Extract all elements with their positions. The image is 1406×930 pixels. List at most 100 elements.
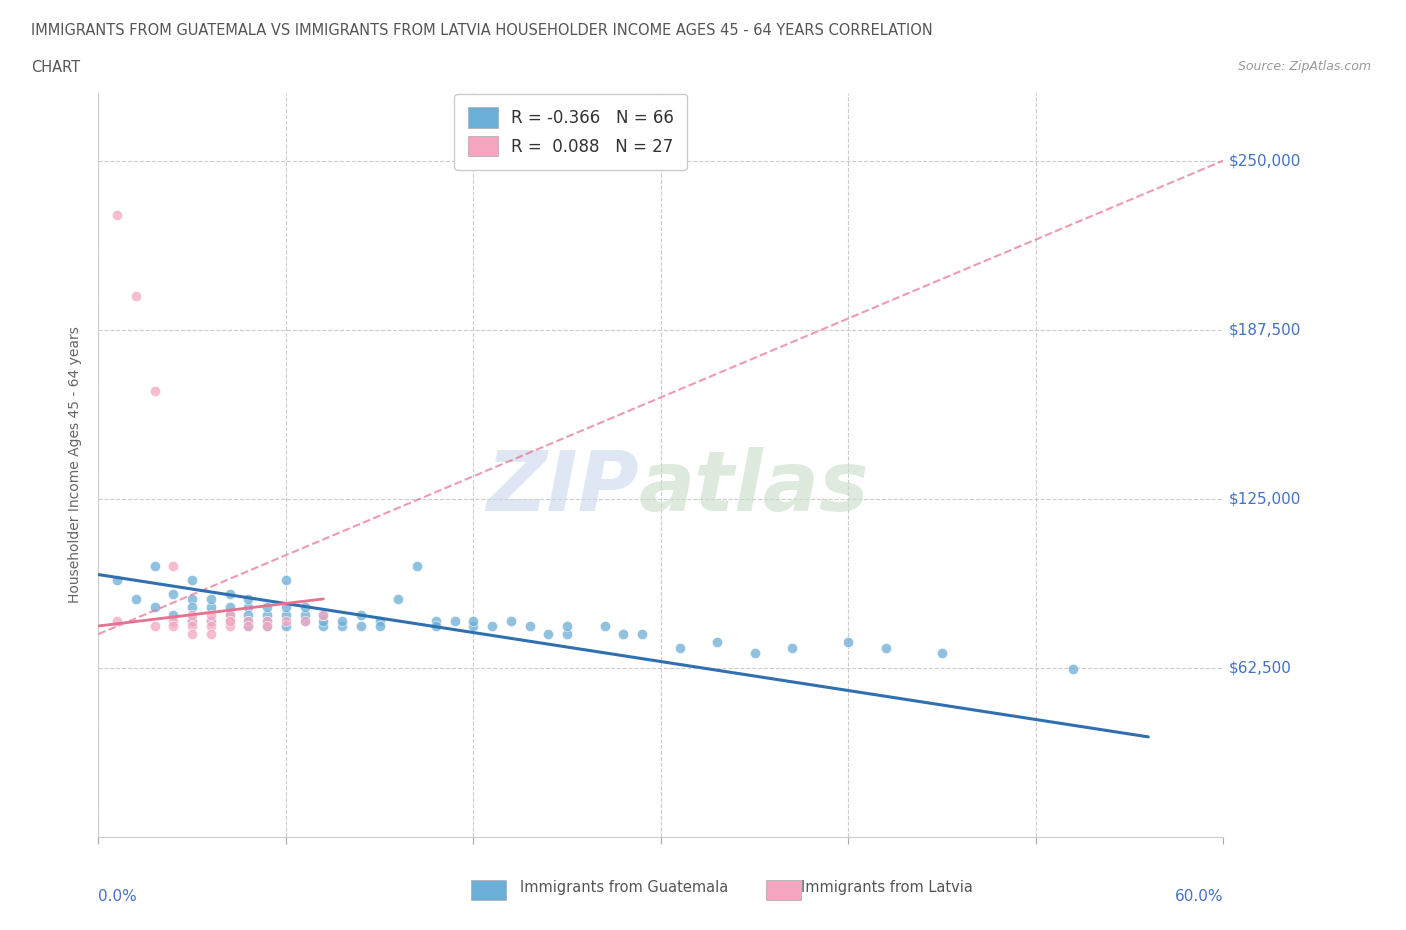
Point bbox=[162, 586, 184, 601]
Point bbox=[387, 591, 409, 606]
Point bbox=[143, 618, 166, 633]
Point bbox=[181, 613, 204, 628]
Point bbox=[425, 618, 447, 633]
Text: IMMIGRANTS FROM GUATEMALA VS IMMIGRANTS FROM LATVIA HOUSEHOLDER INCOME AGES 45 -: IMMIGRANTS FROM GUATEMALA VS IMMIGRANTS … bbox=[31, 23, 932, 38]
Point bbox=[200, 607, 222, 622]
Point bbox=[218, 613, 240, 628]
Point bbox=[181, 613, 204, 628]
Point bbox=[668, 640, 690, 655]
Point bbox=[519, 618, 541, 633]
Point bbox=[1062, 662, 1084, 677]
Point bbox=[238, 607, 260, 622]
Text: Source: ZipAtlas.com: Source: ZipAtlas.com bbox=[1237, 60, 1371, 73]
Point bbox=[481, 618, 503, 633]
Point bbox=[105, 207, 128, 222]
Point bbox=[181, 591, 204, 606]
Point bbox=[555, 627, 578, 642]
Point bbox=[143, 559, 166, 574]
Text: $125,000: $125,000 bbox=[1229, 491, 1301, 506]
Point bbox=[294, 613, 316, 628]
Point bbox=[294, 600, 316, 615]
Point bbox=[200, 591, 222, 606]
Point bbox=[181, 618, 204, 633]
Legend: R = -0.366   N = 66, R =  0.088   N = 27: R = -0.366 N = 66, R = 0.088 N = 27 bbox=[454, 94, 688, 169]
Point bbox=[274, 613, 297, 628]
Text: $62,500: $62,500 bbox=[1229, 660, 1292, 675]
Point bbox=[143, 600, 166, 615]
Point bbox=[181, 607, 204, 622]
Point bbox=[631, 627, 654, 642]
Point bbox=[931, 645, 953, 660]
Point bbox=[780, 640, 803, 655]
Text: Immigrants from Latvia: Immigrants from Latvia bbox=[801, 880, 973, 895]
Text: 0.0%: 0.0% bbox=[98, 889, 138, 904]
Point bbox=[181, 627, 204, 642]
Point bbox=[162, 607, 184, 622]
Point bbox=[463, 618, 485, 633]
Point bbox=[256, 600, 278, 615]
Point bbox=[463, 613, 485, 628]
Point bbox=[256, 618, 278, 633]
Point bbox=[593, 618, 616, 633]
Point bbox=[312, 613, 335, 628]
Point bbox=[238, 613, 260, 628]
Text: Immigrants from Guatemala: Immigrants from Guatemala bbox=[520, 880, 728, 895]
Point bbox=[218, 586, 240, 601]
Point bbox=[350, 607, 373, 622]
Point bbox=[294, 607, 316, 622]
Point bbox=[406, 559, 429, 574]
Text: $250,000: $250,000 bbox=[1229, 153, 1301, 168]
Point bbox=[218, 613, 240, 628]
Point bbox=[256, 618, 278, 633]
Point bbox=[256, 607, 278, 622]
Point bbox=[181, 600, 204, 615]
Point bbox=[218, 607, 240, 622]
Point bbox=[368, 618, 391, 633]
Point bbox=[200, 618, 222, 633]
Point bbox=[181, 573, 204, 588]
Point bbox=[238, 600, 260, 615]
Point bbox=[837, 635, 859, 650]
Point bbox=[218, 618, 240, 633]
Point bbox=[274, 600, 297, 615]
Point bbox=[274, 573, 297, 588]
Point bbox=[312, 607, 335, 622]
Point bbox=[312, 607, 335, 622]
Point bbox=[368, 613, 391, 628]
Point bbox=[875, 640, 897, 655]
Point bbox=[330, 613, 353, 628]
Y-axis label: Householder Income Ages 45 - 64 years: Householder Income Ages 45 - 64 years bbox=[69, 326, 83, 604]
Point bbox=[125, 591, 148, 606]
Point bbox=[218, 600, 240, 615]
Point bbox=[218, 613, 240, 628]
Point bbox=[274, 618, 297, 633]
Point bbox=[162, 613, 184, 628]
Point bbox=[125, 288, 148, 303]
Point bbox=[200, 627, 222, 642]
Point bbox=[312, 618, 335, 633]
Point bbox=[443, 613, 465, 628]
Point bbox=[162, 559, 184, 574]
Point bbox=[256, 613, 278, 628]
Text: $187,500: $187,500 bbox=[1229, 322, 1301, 338]
Point bbox=[238, 591, 260, 606]
Point bbox=[537, 627, 560, 642]
Text: ZIP: ZIP bbox=[485, 446, 638, 528]
Point bbox=[143, 383, 166, 398]
Point bbox=[612, 627, 634, 642]
Text: CHART: CHART bbox=[31, 60, 80, 75]
Point bbox=[744, 645, 766, 660]
Point bbox=[200, 613, 222, 628]
Text: 60.0%: 60.0% bbox=[1175, 889, 1223, 904]
Point bbox=[294, 613, 316, 628]
Point bbox=[555, 618, 578, 633]
Point bbox=[706, 635, 728, 650]
Point bbox=[105, 613, 128, 628]
Point bbox=[256, 613, 278, 628]
Point bbox=[200, 600, 222, 615]
Point bbox=[200, 613, 222, 628]
Point bbox=[238, 613, 260, 628]
Point bbox=[350, 618, 373, 633]
Point bbox=[238, 618, 260, 633]
Point bbox=[105, 573, 128, 588]
